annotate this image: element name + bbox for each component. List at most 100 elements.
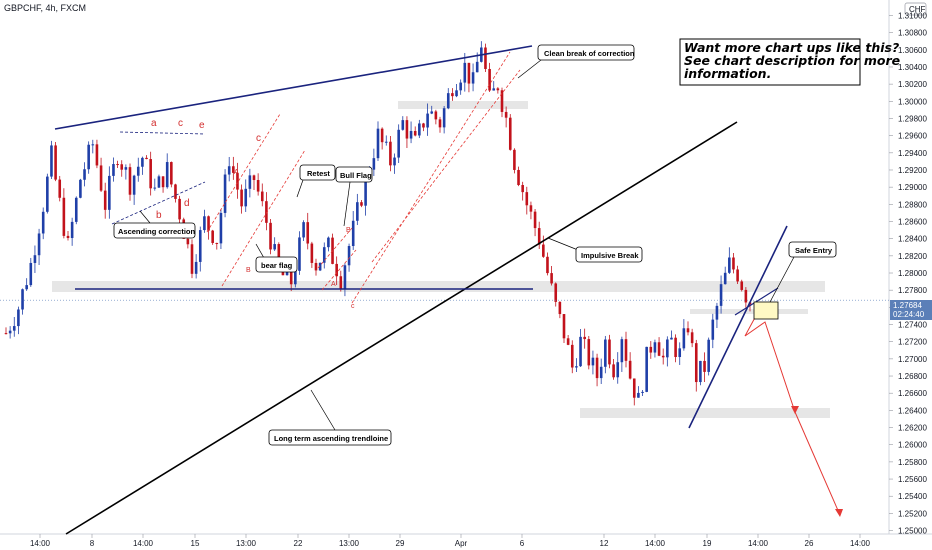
candle-body <box>335 263 338 277</box>
long-term-trendline[interactable] <box>65 121 738 535</box>
wedge-top-line[interactable] <box>54 45 533 130</box>
candle-body <box>413 130 417 136</box>
candle-body <box>467 62 471 84</box>
callout-long-term[interactable]: Long term ascending trendloine <box>268 389 392 446</box>
price-tick-label: 1.30400 <box>898 63 927 72</box>
candle-body <box>690 332 694 344</box>
time-tick-label: 29 <box>396 539 405 548</box>
candle-body <box>707 339 710 372</box>
price-tick-label: 1.28800 <box>898 200 927 209</box>
price-tick-label: 1.29400 <box>898 149 927 158</box>
candle-body <box>17 309 20 327</box>
candle-body <box>360 202 363 206</box>
time-axis[interactable]: 14:00 8 14:00 15 13:00 22 13:00 29 Apr 6 12 14:00 19… <box>30 534 871 548</box>
time-tick-label: 14:00 <box>133 539 154 548</box>
candle-body <box>339 276 343 289</box>
price-tick-label: 1.28000 <box>898 269 927 278</box>
price-tick-label: 1.29000 <box>898 183 927 192</box>
candle-body <box>108 175 111 210</box>
callout-bear-flag[interactable]: bear flag <box>255 243 298 273</box>
currency-badge[interactable] <box>904 2 927 16</box>
callout-bear-flag-text: bear flag <box>261 261 293 270</box>
candle-body <box>401 120 405 130</box>
price-tick-label: 1.25400 <box>898 492 927 501</box>
candle-body <box>178 198 181 220</box>
top-zone <box>398 101 528 109</box>
wave-label-e: e <box>199 120 205 131</box>
candle-body <box>314 262 318 271</box>
current-price-label: 1.27684 02:24:40 <box>890 300 932 320</box>
candle-body <box>54 145 57 180</box>
projection-arrow-1 <box>791 406 799 414</box>
candle-body <box>298 237 301 271</box>
price-tick-label: 1.27800 <box>898 286 927 295</box>
price-tick-label: 1.25200 <box>898 509 927 518</box>
candle-body <box>711 319 715 340</box>
time-tick-label: 26 <box>805 539 814 548</box>
correction-upper-line <box>119 131 206 135</box>
callout-bull-flag[interactable]: Bull Flag <box>335 166 373 227</box>
price-tick-label: 1.25600 <box>898 475 927 484</box>
short-ascending-line[interactable] <box>688 225 788 429</box>
candle-body <box>475 61 479 73</box>
candle-body <box>513 149 516 170</box>
candle-body <box>347 246 351 266</box>
plot-area[interactable] <box>0 0 889 534</box>
callout-ascending-correction[interactable]: Ascending correction <box>113 210 196 239</box>
candle-body <box>666 339 669 358</box>
price-tick-label: 1.27000 <box>898 355 927 364</box>
candle-body <box>455 90 458 97</box>
candle-body <box>537 228 541 245</box>
price-tick-label: 1.29800 <box>898 114 927 123</box>
candle-body <box>190 244 194 274</box>
price-tick-label: 1.26800 <box>898 372 927 381</box>
short-ascending-line-2 <box>734 287 779 316</box>
price-tick-label: 1.30000 <box>898 97 927 106</box>
candle-body <box>351 220 355 247</box>
callout-clean-break[interactable]: Clean break of correction <box>517 44 635 79</box>
candle-body <box>99 165 103 191</box>
candle-body <box>488 68 491 91</box>
candle-body <box>306 222 310 244</box>
price-countdown: 02:24:40 <box>893 310 925 319</box>
candle-body <box>632 378 636 398</box>
candle-body <box>194 261 198 274</box>
flag-label-A-1: A <box>234 169 239 176</box>
candle-body <box>703 360 706 372</box>
candle-body <box>161 176 165 188</box>
safe-entry-marker[interactable] <box>753 301 779 320</box>
candle-body <box>8 330 12 334</box>
symbol-title[interactable]: GBPCHF, 4h, FXCM <box>4 3 86 13</box>
candle-body <box>628 360 632 379</box>
candle-body <box>25 285 28 290</box>
candle-body <box>451 93 454 97</box>
projection-path <box>744 311 796 413</box>
callout-impulsive-break[interactable]: Impulsive Break <box>547 237 643 263</box>
currency-label: CHF <box>909 5 926 14</box>
callout-retest[interactable]: Retest <box>296 164 336 198</box>
callout-safe-entry[interactable]: Safe Entry <box>769 241 837 303</box>
candle-body <box>37 233 41 256</box>
price-axis[interactable]: 1.31000 1.30800 1.30600 1.30400 1.30200 1.300… <box>889 11 927 536</box>
promo-box[interactable]: Want more chart ups like this? See chart… <box>679 38 900 86</box>
candle-body <box>459 82 462 91</box>
candle-body <box>153 187 157 189</box>
candle-body <box>186 238 190 245</box>
price-tick-label: 1.28200 <box>898 252 927 261</box>
candle-body <box>248 175 252 189</box>
candle-body <box>434 111 438 120</box>
candle-body <box>550 273 553 284</box>
callout-safe-entry-text: Safe Entry <box>795 246 833 255</box>
candle-body <box>372 158 376 170</box>
candle-body <box>79 179 82 198</box>
time-tick-label: 14:00 <box>645 539 666 548</box>
price-tick-label: 1.27200 <box>898 338 927 347</box>
candle-body <box>732 257 735 270</box>
candle-body <box>471 72 475 84</box>
candle-body <box>496 88 500 91</box>
flag-label-C-2: c <box>351 303 355 310</box>
candle-body <box>699 360 702 383</box>
candle-body <box>422 123 425 128</box>
candle-body <box>91 144 95 146</box>
